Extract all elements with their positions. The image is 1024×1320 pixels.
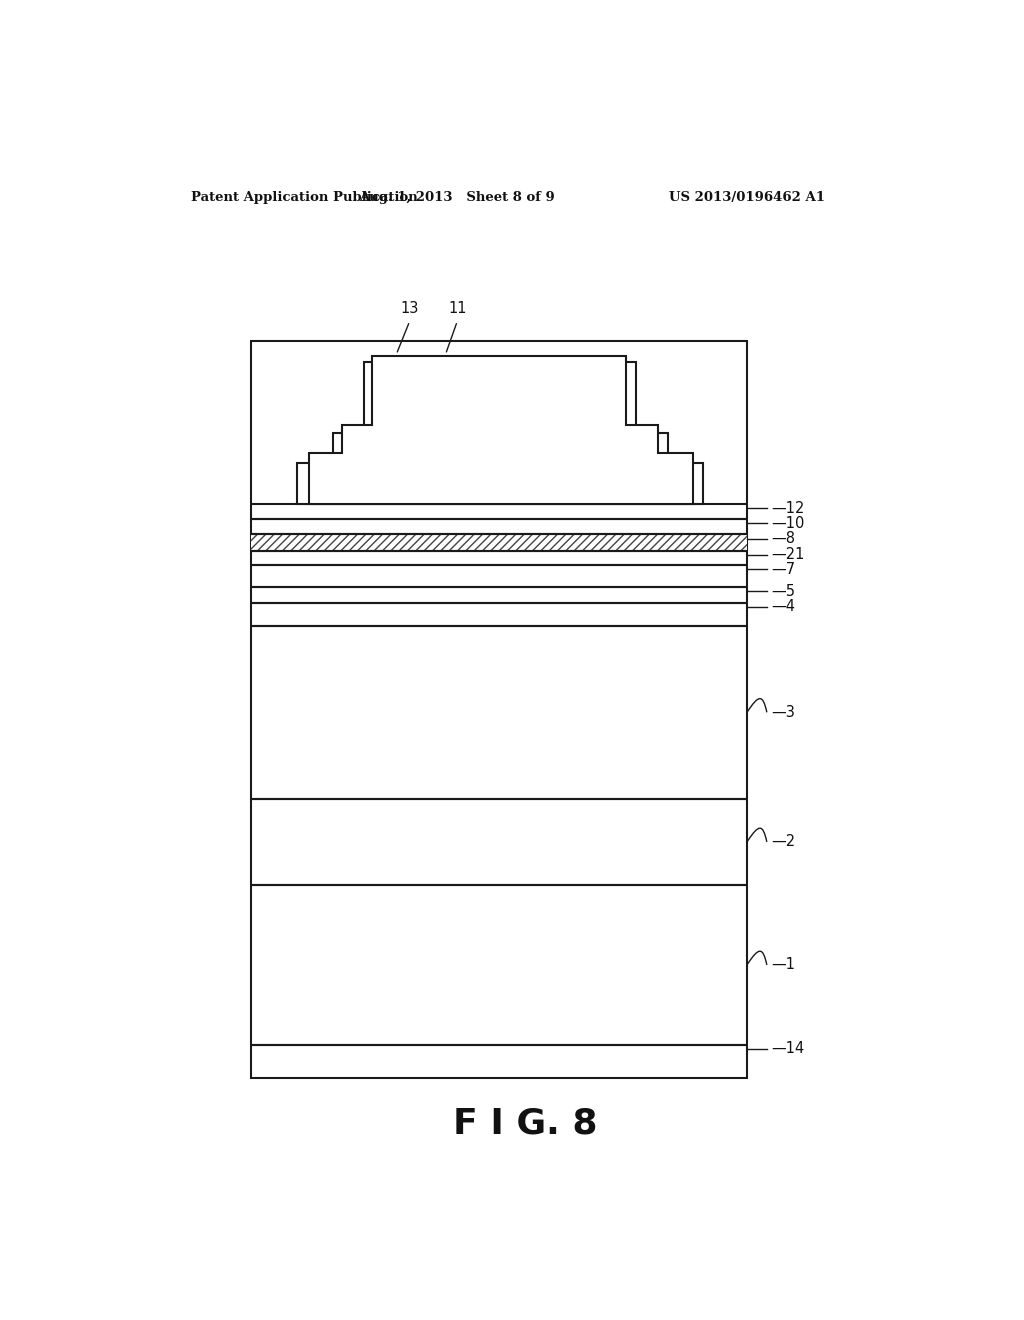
Text: 13: 13 — [400, 301, 419, 315]
Bar — [251, 535, 748, 550]
Polygon shape — [309, 355, 693, 504]
Text: —3: —3 — [771, 705, 795, 719]
Polygon shape — [297, 362, 703, 504]
Text: —21: —21 — [771, 548, 804, 562]
Text: Aug. 1, 2013   Sheet 8 of 9: Aug. 1, 2013 Sheet 8 of 9 — [359, 190, 555, 203]
Text: 11: 11 — [449, 301, 467, 315]
Text: —1: —1 — [771, 957, 795, 973]
Text: —10: —10 — [771, 516, 804, 531]
Text: US 2013/0196462 A1: US 2013/0196462 A1 — [669, 190, 825, 203]
Text: F I G. 8: F I G. 8 — [453, 1107, 597, 1140]
Text: —4: —4 — [771, 599, 795, 614]
Text: —5: —5 — [771, 583, 795, 599]
Text: —14: —14 — [771, 1041, 804, 1056]
Bar — [251, 342, 748, 1078]
Text: Patent Application Publication: Patent Application Publication — [191, 190, 418, 203]
Text: —7: —7 — [771, 561, 795, 577]
Text: —12: —12 — [771, 500, 804, 516]
Text: —2: —2 — [771, 834, 795, 850]
Text: —8: —8 — [771, 531, 795, 546]
